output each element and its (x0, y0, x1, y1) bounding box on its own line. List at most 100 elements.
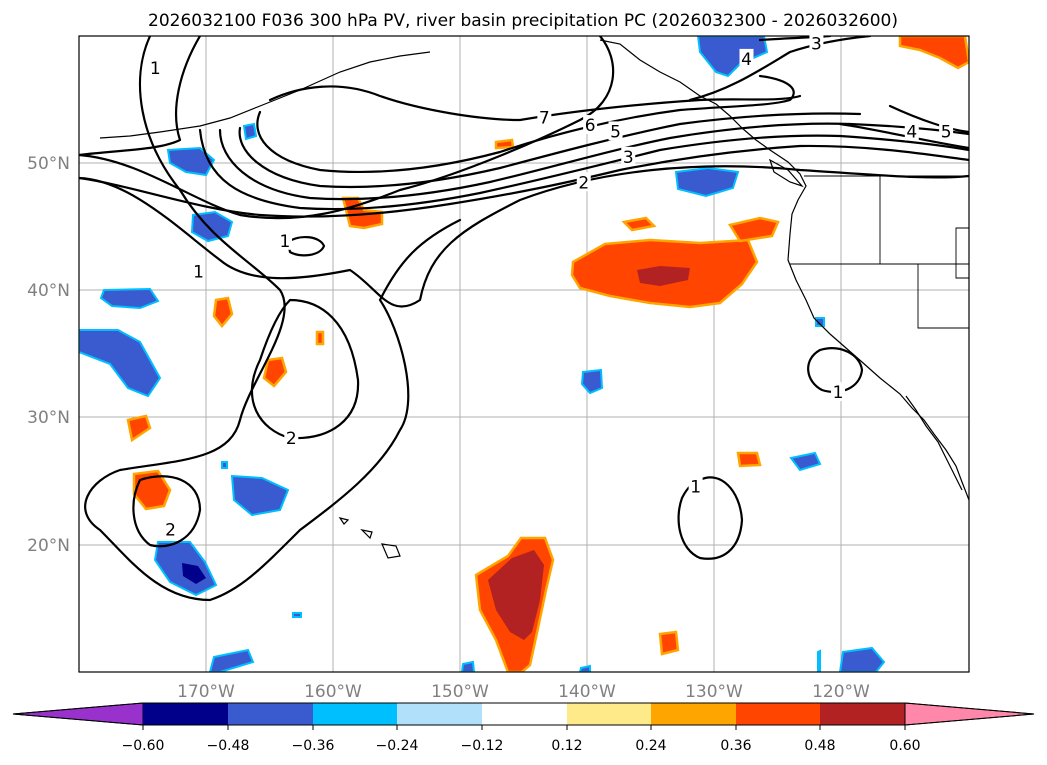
lat-label-20n: 20°N (27, 536, 70, 556)
colorbar-tick-label: −0.36 (292, 738, 335, 754)
contour-label-background (739, 48, 754, 68)
colorbar-tick-labels: −0.60 −0.48 −0.36 −0.24 −0.12 0.12 0.24 … (122, 738, 921, 754)
colorbar-bin (651, 703, 736, 725)
pv-contours (79, 36, 969, 602)
contour-label: 5 (941, 122, 952, 142)
contour-label-background (809, 33, 824, 53)
lon-label-140w: 140°W (558, 682, 616, 702)
contour-1-south (677, 476, 744, 560)
lat-label-30n: 30°N (27, 408, 70, 428)
lon-label-160w: 160°W (304, 682, 362, 702)
contour-label-background (576, 172, 591, 192)
contour-6-jet (238, 112, 862, 189)
colorbar-extend-left (12, 702, 144, 726)
pos-area (212, 296, 234, 328)
contour-label: 1 (150, 59, 161, 79)
hawaii-maui (360, 529, 373, 540)
contour-label: 4 (906, 122, 917, 142)
neg-core (182, 563, 206, 584)
neg-area (580, 368, 604, 395)
neg-area (221, 461, 228, 469)
contour-5-jet (218, 122, 969, 201)
contour-5-north (888, 104, 969, 134)
neg-area (460, 660, 476, 672)
contour-label: 6 (585, 116, 596, 136)
pos-area (621, 216, 657, 232)
contour-4-north (688, 36, 872, 102)
pos-core (637, 266, 690, 286)
contour-label-background (163, 519, 178, 539)
colorbar-tick-label: 0.12 (551, 738, 582, 754)
colorbar-ticks (142, 725, 906, 730)
contour-2 (79, 36, 202, 157)
colorbar-bin (820, 703, 905, 725)
contour-label: 3 (623, 148, 634, 168)
pos-area (262, 356, 288, 388)
lon-label-130w: 130°W (685, 682, 743, 702)
contour-1-east-loop (807, 347, 864, 394)
pos-area (494, 138, 515, 150)
contour-label: 3 (811, 35, 822, 55)
neg-area (696, 36, 769, 78)
colorbar: −0.60 −0.48 −0.36 −0.24 −0.12 0.12 0.24 … (12, 702, 1035, 754)
contour-label-background (939, 121, 954, 141)
lat-label-50n: 50°N (27, 154, 70, 174)
lon-label-150w: 150°W (431, 682, 489, 702)
neg-area (674, 166, 740, 198)
colorbar-tick-label: −0.60 (122, 738, 165, 754)
neg-area (208, 648, 255, 672)
contour-label-background (904, 121, 919, 141)
vancouver-island (768, 158, 804, 188)
us-state-borders (790, 176, 969, 329)
neg-area (789, 451, 822, 472)
pos-area (728, 216, 780, 243)
colorbar-bin (736, 703, 820, 725)
positive-precip-cores (488, 266, 690, 640)
hawaii-oahu (338, 517, 350, 525)
lat-labels: 50°N 40°N 30°N 20°N (27, 154, 70, 556)
neg-area (166, 146, 216, 177)
lon-label-170w: 170°W (177, 682, 235, 702)
gridlines (79, 36, 969, 672)
contour-1-loop (79, 165, 969, 308)
coastlines (99, 39, 969, 559)
map-title: 2026032100 F036 300 hPa PV, river basin … (148, 11, 898, 31)
neg-area (838, 646, 886, 672)
contour-label: 1 (690, 477, 701, 497)
neg-area (99, 287, 160, 310)
negative-precip-areas (79, 36, 886, 672)
neg-area (292, 612, 302, 618)
contour-1-west (84, 36, 462, 602)
colorbar-extend-right (904, 702, 1035, 726)
contour-label-background (277, 230, 292, 250)
colorbar-bin (143, 703, 228, 725)
pos-core (488, 550, 544, 640)
lon-label-120w: 120°W (812, 682, 870, 702)
contour-1-north (79, 36, 615, 220)
contour-label-background (284, 427, 299, 447)
colorbar-bin (313, 703, 397, 725)
colorbar-tick-label: 0.36 (720, 738, 751, 754)
contour-1-small (286, 236, 326, 257)
contour-label: 2 (286, 429, 297, 449)
contour-label-background (831, 382, 846, 402)
contour-label-background (148, 57, 163, 77)
neg-area (230, 474, 290, 517)
pos-area (126, 414, 152, 443)
contour-ridge (268, 85, 802, 122)
colorbar-bin (482, 703, 567, 725)
contour-label-background (583, 115, 598, 135)
contour-label: 1 (833, 383, 844, 403)
contour-2-jet (79, 144, 969, 218)
contour-label: 2 (578, 173, 589, 193)
colorbar-tick-label: 0.60 (889, 738, 920, 754)
negative-precip-cores (182, 563, 206, 584)
pos-area (658, 630, 680, 656)
colorbar-tick-label: 0.48 (804, 738, 835, 754)
map-area (79, 36, 969, 672)
colorbar-tick-label: −0.48 (207, 738, 250, 754)
pos-area (736, 451, 762, 468)
contour-label: 7 (539, 108, 550, 128)
neg-area (817, 649, 821, 672)
